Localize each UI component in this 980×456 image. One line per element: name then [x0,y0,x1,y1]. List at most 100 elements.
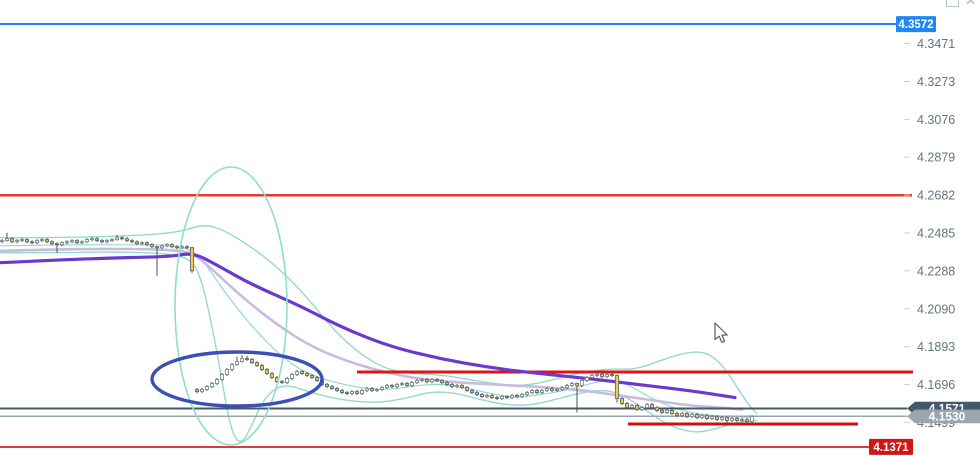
candle [629,404,635,408]
ma-medium-line [0,247,744,411]
candle [139,242,145,245]
candle [719,417,725,420]
candle [404,383,410,386]
candle [544,388,550,391]
candle [479,394,485,398]
candle [59,242,65,246]
candle [654,407,660,411]
candle [264,369,270,374]
candle [194,389,200,393]
candle [219,374,225,380]
candle [669,409,675,414]
candle [659,409,665,413]
candle [469,390,475,394]
candle [9,238,15,243]
candle [119,237,125,240]
candle [209,383,215,388]
candle [144,242,150,246]
candle [104,240,110,243]
candle [99,240,105,243]
candle [379,387,385,390]
axis-label[interactable]: 4.3076 [917,113,955,127]
teal-ellipse[interactable] [174,166,288,446]
axis-label[interactable]: 4.2288 [917,264,955,278]
candle [389,385,395,388]
candle [499,396,505,399]
candle [524,392,530,395]
candle [244,358,250,361]
candle [709,416,715,419]
candle [124,238,130,242]
candle [34,240,40,244]
candle [449,384,455,388]
candle [704,414,710,419]
candle [424,379,430,383]
candle [474,392,480,395]
candle [429,379,435,383]
candle [174,246,180,249]
candle [184,246,190,249]
candle [729,418,735,421]
axis-label[interactable]: 4.2879 [917,151,955,165]
axis-label[interactable]: 4.1696 [917,378,955,392]
candle [384,385,390,389]
candle [734,418,740,421]
price-tag-label: 4.1530 [929,410,966,424]
candle [0,240,5,243]
candle [94,238,100,242]
candle [24,239,30,243]
candle [624,403,630,408]
candle [234,360,240,365]
axis-label[interactable]: 4.2485 [917,226,955,240]
candle [354,391,360,394]
candle [419,379,425,381]
candle [554,389,560,391]
axis-label[interactable]: 4.1893 [917,340,955,354]
candle [114,237,120,241]
candle [614,375,620,400]
candle [299,371,305,374]
ma-slow-line [0,252,737,400]
close-icon[interactable]: ✕ [965,0,976,8]
axis-label[interactable]: 4.2682 [917,189,955,203]
price-badge-label: 4.1371 [873,442,909,454]
candle [129,240,135,243]
candle [699,414,705,418]
candle [434,379,440,381]
band-lower-line [0,251,758,443]
candle [359,390,365,395]
candle [514,395,520,398]
price-tag-badge [907,409,980,424]
restore-icon[interactable] [946,0,960,7]
candle [649,404,655,409]
axis-label[interactable]: 4.2090 [917,302,955,316]
candle [294,371,300,375]
axis-label[interactable]: 4.3273 [917,75,955,89]
candle [714,416,720,420]
price-badge [869,438,913,455]
blue-ellipse[interactable] [150,350,324,408]
candle [504,396,510,399]
candle [414,380,420,384]
candle [569,383,575,386]
candle [634,404,640,410]
candle [39,239,45,242]
candle [304,373,310,376]
candle [279,381,285,384]
candle [584,377,590,381]
candle [289,374,295,379]
candle [534,390,540,394]
candle [214,379,220,384]
candle [564,385,570,389]
candle [439,380,445,384]
candle [4,238,10,242]
candle [89,238,95,241]
candle [364,388,370,391]
axis-label[interactable]: 4.3471 [917,37,955,51]
candle [44,239,50,243]
candle [694,414,700,419]
price-badge-label: 4.3572 [898,19,933,31]
candle [739,419,745,421]
candle [134,241,140,245]
